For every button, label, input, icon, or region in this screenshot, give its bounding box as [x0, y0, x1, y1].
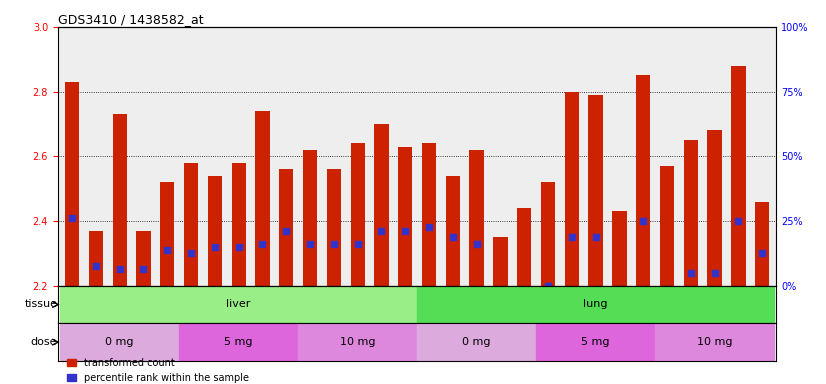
Bar — [684, 140, 698, 286]
Bar — [88, 231, 103, 286]
Bar — [184, 163, 198, 286]
Bar — [565, 91, 579, 286]
Bar — [303, 150, 317, 286]
Text: 0 mg: 0 mg — [106, 337, 134, 347]
Bar — [655, 323, 774, 361]
Bar — [660, 166, 674, 286]
Bar — [493, 237, 507, 286]
Bar — [731, 66, 746, 286]
Text: tissue: tissue — [24, 300, 57, 310]
Text: 10 mg: 10 mg — [339, 337, 375, 347]
Bar — [417, 286, 774, 323]
Bar — [136, 231, 150, 286]
Bar — [160, 182, 174, 286]
Bar — [636, 75, 650, 286]
Text: dose: dose — [31, 337, 57, 347]
Text: 5 mg: 5 mg — [225, 337, 253, 347]
Bar — [536, 323, 655, 361]
Bar — [612, 211, 627, 286]
Bar — [60, 286, 417, 323]
Bar — [298, 323, 417, 361]
Bar — [517, 208, 531, 286]
Bar — [588, 95, 603, 286]
Bar — [255, 111, 269, 286]
Text: 0 mg: 0 mg — [463, 337, 491, 347]
Bar — [327, 169, 341, 286]
Text: liver: liver — [226, 300, 251, 310]
Bar — [179, 323, 298, 361]
Bar — [469, 150, 484, 286]
Legend: transformed count, percentile rank within the sample: transformed count, percentile rank withi… — [63, 354, 253, 384]
Bar — [112, 114, 127, 286]
Text: 10 mg: 10 mg — [697, 337, 733, 347]
Bar — [755, 202, 769, 286]
Bar — [446, 176, 460, 286]
Bar — [417, 323, 536, 361]
Bar — [422, 143, 436, 286]
Bar — [65, 82, 79, 286]
Text: 5 mg: 5 mg — [582, 337, 610, 347]
Text: lung: lung — [583, 300, 608, 310]
Bar — [541, 182, 555, 286]
Bar — [60, 323, 179, 361]
Bar — [707, 131, 722, 286]
Bar — [207, 176, 222, 286]
Bar — [231, 163, 246, 286]
Bar — [350, 143, 365, 286]
Bar — [398, 147, 412, 286]
Text: GDS3410 / 1438582_at: GDS3410 / 1438582_at — [58, 13, 203, 26]
Bar — [374, 124, 388, 286]
Bar — [279, 169, 293, 286]
